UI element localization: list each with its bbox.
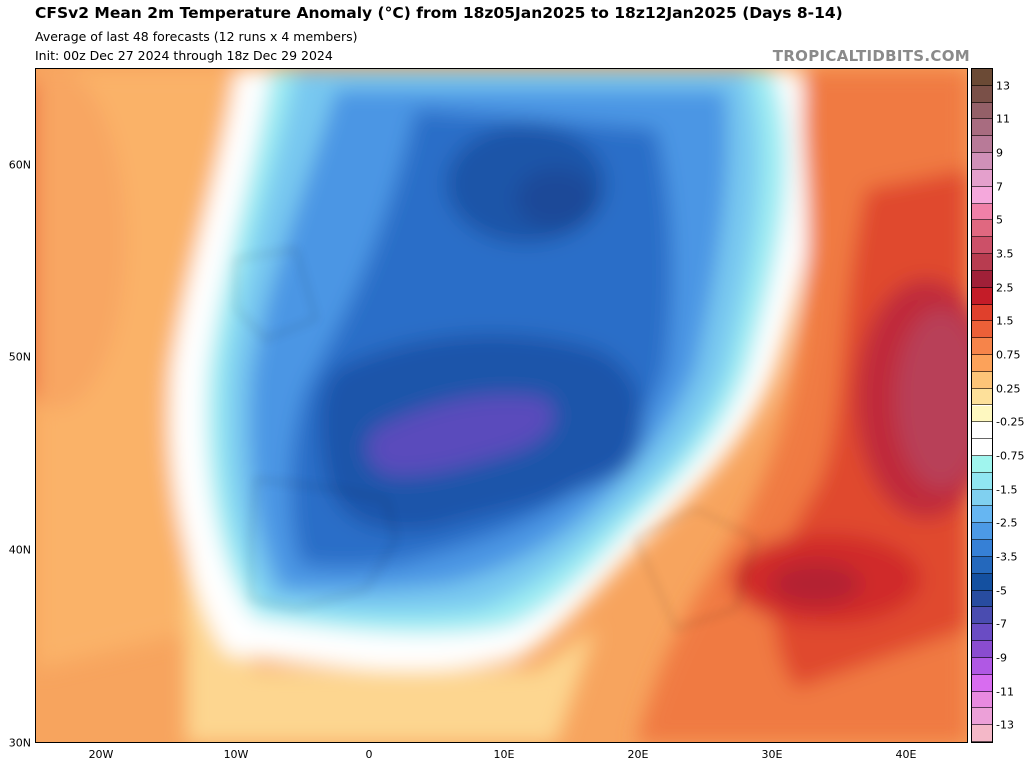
colorbar-bin xyxy=(972,691,992,709)
colorbar-bin xyxy=(972,355,992,372)
colorbar-bin xyxy=(972,304,992,322)
colorbar-bin xyxy=(972,573,992,591)
colorbar-label: -7 xyxy=(996,617,1007,631)
colorbar-label: -2.5 xyxy=(996,516,1018,530)
colorbar-bin xyxy=(972,725,992,742)
colorbar-bin xyxy=(972,321,992,339)
colorbar-bin xyxy=(972,708,992,726)
colorbar xyxy=(971,68,993,743)
colorbar-bin xyxy=(972,136,992,154)
colorbar-bin xyxy=(972,422,992,440)
colorbar-bin xyxy=(972,556,992,574)
colorbar-bin xyxy=(972,203,992,221)
colorbar-bin xyxy=(972,237,992,255)
colorbar-bin xyxy=(972,657,992,675)
colorbar-label: 9 xyxy=(996,146,1003,160)
colorbar-label: 0.25 xyxy=(996,382,1021,396)
colorbar-bin xyxy=(972,590,992,608)
latitude-label: 30N xyxy=(8,736,31,750)
colorbar-label: 3.5 xyxy=(996,247,1014,261)
latitude-label: 60N xyxy=(8,158,31,172)
colorbar-label: 11 xyxy=(996,112,1010,126)
colorbar-bin xyxy=(972,186,992,204)
map-title: CFSv2 Mean 2m Temperature Anomaly (°C) f… xyxy=(35,4,843,22)
colorbar-label: -0.75 xyxy=(996,449,1024,463)
colorbar-label: 7 xyxy=(996,180,1003,194)
colorbar-bin xyxy=(972,338,992,355)
colorbar-bin xyxy=(972,405,992,423)
colorbar-bin xyxy=(972,287,992,305)
colorbar-bin xyxy=(972,439,992,456)
colorbar-bin xyxy=(972,69,992,86)
colorbar-label: 13 xyxy=(996,79,1010,93)
colorbar-bin xyxy=(972,523,992,541)
colorbar-bin xyxy=(972,388,992,406)
colorbar-bin xyxy=(972,472,992,490)
colorbar-label: -5 xyxy=(996,584,1007,598)
colorbar-bin xyxy=(972,169,992,187)
anomaly-field xyxy=(36,69,967,742)
longitude-label: 0 xyxy=(365,748,373,761)
longitude-label: 20E xyxy=(627,748,649,761)
colorbar-bin xyxy=(972,540,992,557)
colorbar-label: 0.75 xyxy=(996,348,1021,362)
colorbar-label: 5 xyxy=(996,213,1003,227)
brand-watermark: TROPICALTIDBITS.COM xyxy=(772,47,970,65)
map-subtitle: Average of last 48 forecasts (12 runs x … xyxy=(35,29,358,44)
colorbar-bin xyxy=(972,119,992,137)
colorbar-bin xyxy=(972,371,992,389)
colorbar-bin xyxy=(972,641,992,658)
colorbar-bin xyxy=(972,220,992,238)
colorbar-bin xyxy=(972,607,992,625)
colorbar-label: -1.5 xyxy=(996,483,1018,497)
longitude-label: 10W xyxy=(223,748,249,761)
colorbar-bin xyxy=(972,270,992,288)
colorbar-label: -0.25 xyxy=(996,415,1024,429)
anomaly-contours xyxy=(36,69,967,742)
colorbar-label: 1.5 xyxy=(996,314,1014,328)
colorbar-bin xyxy=(972,102,992,120)
temperature-anomaly-map xyxy=(35,68,968,743)
colorbar-label: -3.5 xyxy=(996,550,1018,564)
colorbar-label: -9 xyxy=(996,651,1007,665)
colorbar-bin xyxy=(972,489,992,507)
colorbar-bin xyxy=(972,624,992,642)
colorbar-bin xyxy=(972,506,992,524)
colorbar-label: -13 xyxy=(996,718,1014,732)
longitude-label: 40E xyxy=(895,748,917,761)
colorbar-label: -11 xyxy=(996,685,1014,699)
colorbar-bin xyxy=(972,674,992,692)
colorbar-label: 2.5 xyxy=(996,281,1014,295)
longitude-label: 20W xyxy=(88,748,114,761)
init-info: Init: 00z Dec 27 2024 through 18z Dec 29… xyxy=(35,48,333,63)
longitude-label: 30E xyxy=(761,748,783,761)
colorbar-bin xyxy=(972,455,992,473)
colorbar-bin xyxy=(972,85,992,103)
colorbar-bin xyxy=(972,254,992,271)
latitude-label: 40N xyxy=(8,543,31,557)
latitude-label: 50N xyxy=(8,350,31,364)
colorbar-bin xyxy=(972,153,992,170)
longitude-label: 10E xyxy=(493,748,515,761)
coastline-hints xyxy=(235,248,757,630)
